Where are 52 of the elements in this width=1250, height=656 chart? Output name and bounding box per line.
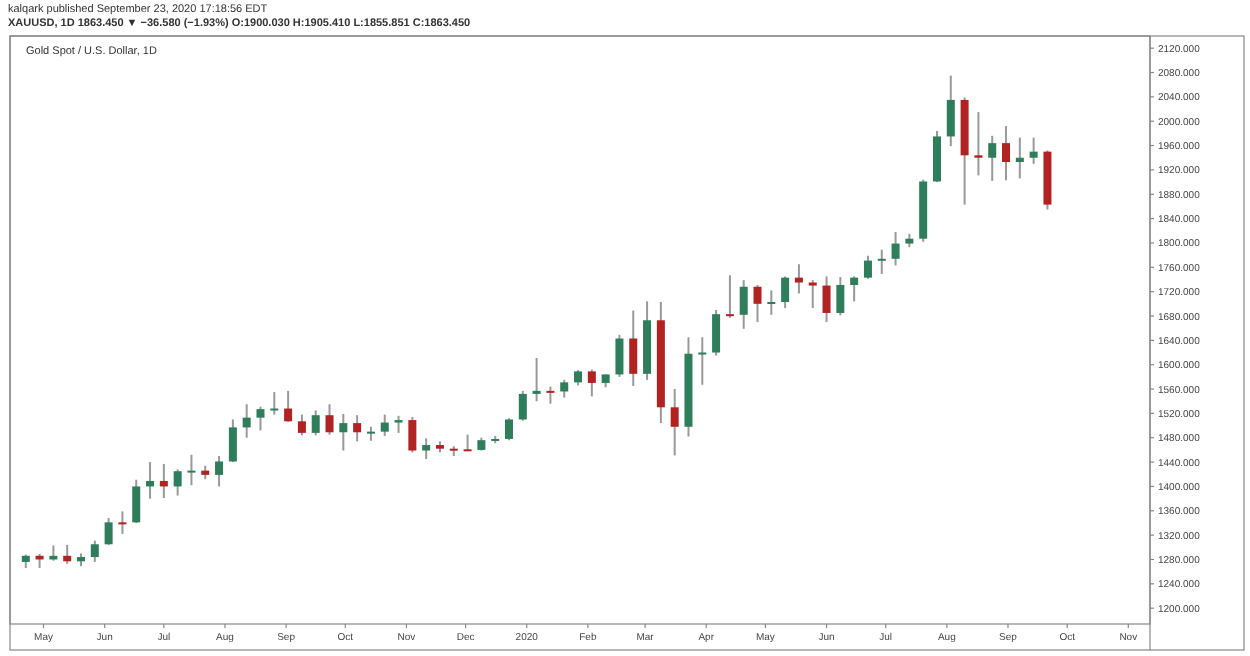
candlestick: [408, 416, 417, 454]
candlestick: [781, 275, 790, 310]
candlestick: [228, 418, 237, 464]
candlestick: [725, 274, 734, 319]
candlestick: [988, 134, 997, 182]
candlestick: [794, 263, 803, 295]
candlestick: [753, 283, 762, 324]
candlestick: [670, 388, 679, 457]
candlestick: [850, 275, 859, 303]
candlestick: [629, 309, 638, 387]
candlestick: [698, 336, 707, 386]
candlestick: [187, 453, 196, 487]
candlestick: [339, 413, 348, 452]
candlestick: [505, 417, 513, 442]
candlestick: [90, 539, 99, 563]
candlestick: [518, 389, 527, 422]
candlestick: [311, 409, 320, 437]
candlestick: [104, 517, 113, 546]
candlestick: [146, 461, 155, 500]
candlestick: [808, 279, 817, 310]
candlestick: [380, 413, 389, 437]
candlestick: [353, 414, 362, 443]
candlestick: [587, 368, 596, 398]
candlestick: [532, 357, 541, 403]
candlestick: [767, 289, 776, 316]
candlestick: [242, 403, 251, 439]
candlestick: [974, 111, 983, 177]
candlestick: [946, 74, 955, 148]
candlestick: [256, 405, 265, 432]
candlestick: [63, 543, 72, 565]
candlestick: [422, 437, 431, 461]
candlestick: [159, 462, 168, 499]
candlestick: [739, 279, 748, 330]
candlestick: [173, 468, 182, 497]
candlestick: [1015, 136, 1024, 180]
candlestick: [615, 333, 624, 378]
candlestick: [1002, 125, 1011, 182]
candlestick: [836, 276, 845, 317]
candlestick: [932, 129, 941, 184]
candlestick: [215, 455, 224, 488]
candlestick: [297, 413, 306, 437]
candlestick: [891, 231, 900, 267]
candlestick: [284, 389, 293, 423]
candlestick: [712, 308, 721, 357]
candlestick: [822, 275, 831, 324]
candlestick: [270, 391, 279, 416]
candlestick: [118, 510, 127, 535]
candlestick: [325, 403, 334, 436]
candlestick: [863, 254, 872, 280]
candlestick: [877, 248, 886, 275]
candlestick: [1029, 136, 1038, 165]
candlestick: [132, 478, 141, 524]
